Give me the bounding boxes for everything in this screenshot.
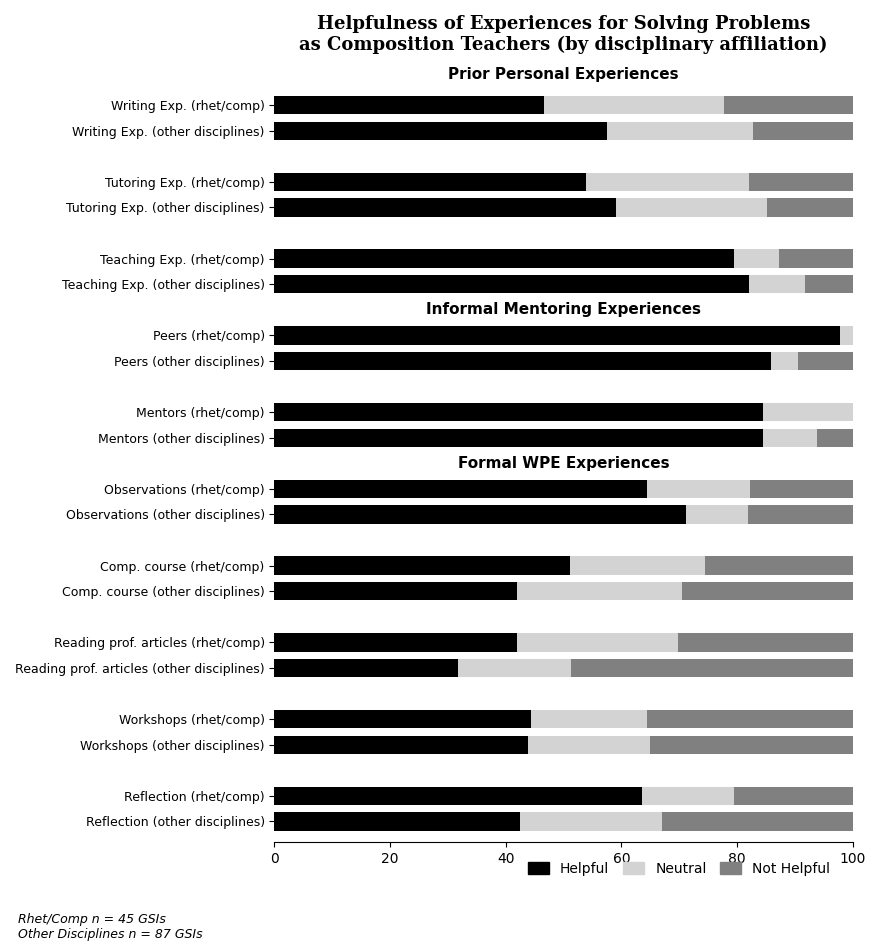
Bar — [748, 505, 853, 524]
Bar — [517, 582, 682, 600]
Bar — [647, 479, 750, 498]
Bar — [520, 812, 663, 830]
Bar — [840, 326, 853, 344]
Bar — [531, 710, 647, 728]
Bar — [804, 275, 853, 294]
Bar — [750, 479, 853, 498]
Title: Helpfulness of Experiences for Solving Problems
as Composition Teachers (by disc: Helpfulness of Experiences for Solving P… — [300, 15, 828, 54]
Bar — [274, 249, 734, 268]
Bar — [642, 786, 734, 805]
Bar — [274, 429, 763, 447]
Bar — [753, 122, 853, 140]
Bar — [763, 429, 817, 447]
Bar — [544, 96, 724, 114]
Bar — [274, 479, 647, 498]
Bar — [616, 198, 767, 217]
Bar — [647, 710, 853, 728]
Bar — [798, 352, 853, 370]
Bar — [586, 173, 749, 191]
Bar — [734, 786, 853, 805]
Bar — [749, 173, 853, 191]
Text: Formal WPE Experiences: Formal WPE Experiences — [458, 456, 670, 471]
Bar — [685, 505, 748, 524]
Bar — [274, 352, 771, 370]
Bar — [274, 582, 517, 600]
Bar — [274, 275, 749, 294]
Bar — [274, 633, 517, 651]
Bar — [705, 556, 853, 574]
Bar — [274, 198, 616, 217]
Text: Rhet/Comp n = 45 GSIs
Other Disciplines n = 87 GSIs: Rhet/Comp n = 45 GSIs Other Disciplines … — [18, 914, 203, 941]
Bar — [767, 198, 853, 217]
Bar — [779, 249, 853, 268]
Bar — [458, 659, 571, 677]
Bar — [678, 633, 853, 651]
Bar — [274, 735, 528, 754]
Bar — [274, 659, 458, 677]
Bar — [274, 403, 763, 421]
Bar — [528, 735, 650, 754]
Bar — [571, 659, 853, 677]
Bar — [771, 352, 798, 370]
Bar — [274, 122, 607, 140]
Bar — [274, 710, 531, 728]
Text: Informal Mentoring Experiences: Informal Mentoring Experiences — [426, 302, 701, 318]
Bar — [274, 326, 840, 344]
Bar — [570, 556, 705, 574]
Text: Prior Personal Experiences: Prior Personal Experiences — [448, 67, 679, 82]
Bar — [607, 122, 753, 140]
Bar — [274, 812, 520, 830]
Bar — [517, 633, 678, 651]
Bar — [650, 735, 853, 754]
Bar — [274, 173, 586, 191]
Bar — [763, 403, 853, 421]
Bar — [274, 786, 642, 805]
Bar — [274, 96, 544, 114]
Bar — [734, 249, 779, 268]
Bar — [663, 812, 853, 830]
Bar — [274, 505, 685, 524]
Legend: Helpful, Neutral, Not Helpful: Helpful, Neutral, Not Helpful — [522, 857, 836, 882]
Bar — [817, 429, 853, 447]
Bar — [274, 556, 570, 574]
Bar — [749, 275, 804, 294]
Bar — [682, 582, 853, 600]
Bar — [724, 96, 853, 114]
